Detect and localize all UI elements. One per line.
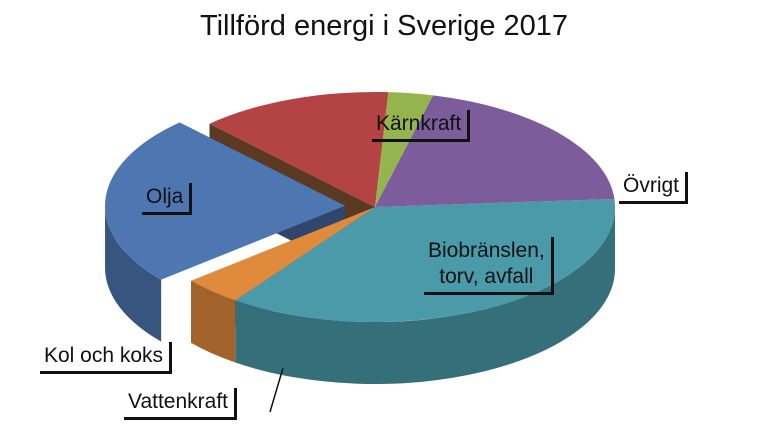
slice-biobranslen xyxy=(105,122,346,280)
slice-side-biobranslen xyxy=(105,205,162,342)
leader-line-vattenkraft xyxy=(269,367,284,413)
slice-label-vattenkraft: Vattenkraft xyxy=(124,388,237,420)
slice-side-karnkraft xyxy=(235,207,616,385)
slice-label-biobranslen: Biobränslen, torv, avfall xyxy=(424,237,554,295)
slice-label-kol-och-koks: Kol och koks xyxy=(40,342,173,374)
slice-label-karnkraft: Kärnkraft xyxy=(372,110,471,142)
slice-karnkraft xyxy=(235,198,616,322)
chart-title: Tillförd energi i Sverige 2017 xyxy=(199,10,569,42)
slice-kol-och-koks xyxy=(375,92,434,207)
slice-vattenkraft xyxy=(209,92,389,207)
slice-label-olja: Olja xyxy=(142,183,193,215)
slice-label-ovrigt: Övrigt xyxy=(619,172,689,204)
slice-ovrigt xyxy=(191,207,375,301)
slice-side-ovrigt xyxy=(191,280,236,363)
slice-olja xyxy=(375,95,615,207)
